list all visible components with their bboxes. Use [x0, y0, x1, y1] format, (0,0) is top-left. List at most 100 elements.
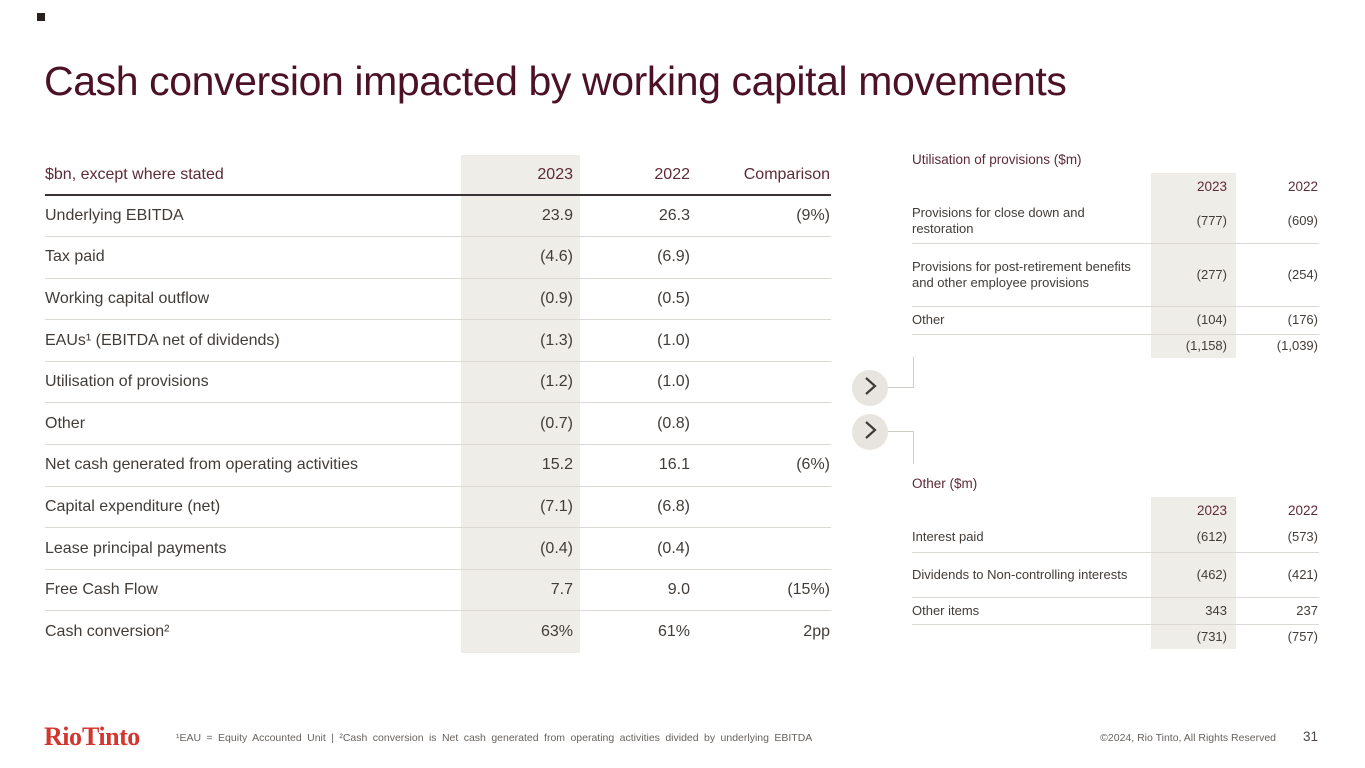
value-2022: 9.0 [667, 581, 690, 599]
provisions-table-header-row: 2023 2022 [912, 173, 1319, 199]
value-comparison: 2pp [803, 622, 830, 640]
value-2022: (1.0) [657, 331, 690, 349]
table-row: Working capital outflow (0.9) (0.5) [45, 278, 831, 320]
column-header-2022: 2022 [1287, 502, 1318, 518]
main-table-header-row: $bn, except where stated 2023 2022 Compa… [45, 155, 831, 195]
connector-line-provisions [913, 357, 914, 388]
value-2022: 26.3 [658, 207, 690, 225]
value-comparison [692, 403, 831, 445]
chevron-right-button-other [852, 414, 888, 450]
other-table-title: Other ($m) [912, 476, 978, 491]
row-label: Net cash generated from operating activi… [45, 456, 359, 474]
table-row: Other (104) (176) [912, 306, 1319, 334]
value-2022: (0.8) [657, 414, 690, 432]
total-label [912, 334, 1151, 358]
column-header-2022: 2022 [1287, 178, 1318, 194]
row-label: Dividends to Non-controlling interests [912, 566, 1128, 582]
table-row: Utilisation of provisions (1.2) (1.0) [45, 361, 831, 403]
value-2023: (0.4) [461, 527, 580, 570]
value-2022: 61% [657, 622, 690, 640]
total-label [912, 624, 1151, 649]
value-2023: (0.7) [461, 402, 580, 445]
chevron-right-button-provisions [852, 370, 888, 406]
value-2023: (104) [1151, 306, 1236, 334]
value-2023: (1.3) [461, 319, 580, 362]
value-comparison [692, 361, 831, 403]
table-row: Dividends to Non-controlling interests (4… [912, 552, 1319, 597]
total-2023: (1,158) [1151, 334, 1236, 358]
total-2023: (731) [1151, 624, 1236, 649]
row-label: Underlying EBITDA [45, 207, 184, 225]
total-2022: (1,039) [1276, 338, 1318, 354]
value-comparison [692, 528, 831, 570]
value-2022: 16.1 [658, 456, 690, 474]
table-row: Other items 343 237 [912, 597, 1319, 624]
row-label: Interest paid [912, 529, 984, 545]
value-2022: (176) [1287, 312, 1318, 327]
value-2023: 7.7 [461, 569, 580, 611]
row-label: Provisions for post-retirement benefits … [912, 258, 1131, 290]
total-2022: (757) [1287, 628, 1318, 644]
table-row: Cash conversion² 63% 61% 2pp [45, 610, 831, 653]
column-header-2022: 2022 [654, 165, 690, 183]
value-2023: 23.9 [461, 195, 580, 237]
table-row: Tax paid (4.6) (6.9) [45, 236, 831, 279]
value-comparison: (6%) [796, 456, 830, 474]
value-2022: 237 [1296, 602, 1318, 618]
value-2023: (4.6) [461, 236, 580, 279]
chevron-right-icon [862, 375, 878, 402]
value-2023: (777) [1151, 199, 1236, 243]
row-label: Other [45, 414, 86, 432]
row-label: Tax paid [45, 248, 105, 266]
value-2023: 343 [1151, 597, 1236, 624]
row-label: Provisions for close down and restoratio… [912, 204, 1085, 236]
row-label: EAUs¹ (EBITDA net of dividends) [45, 331, 280, 349]
main-cash-flow-table: $bn, except where stated 2023 2022 Compa… [45, 155, 831, 653]
provisions-table-title: Utilisation of provisions ($m) [912, 152, 1082, 167]
value-2022: (6.8) [657, 497, 690, 515]
column-header-comparison: Comparison [743, 165, 830, 183]
other-detail-panel: Other ($m) 2023 2022 Interest paid (612)(… [912, 476, 1319, 649]
value-2022: (1.0) [657, 373, 690, 391]
table-row: Provisions for close down and restoratio… [912, 199, 1319, 243]
row-label: Other items [912, 602, 980, 618]
row-label: Lease principal payments [45, 539, 227, 557]
value-2023: (1.2) [461, 361, 580, 403]
value-comparison [692, 278, 831, 320]
provisions-table: 2023 2022 Provisions for close down and … [912, 173, 1319, 358]
row-label: Utilisation of provisions [45, 373, 209, 391]
table-row: EAUs¹ (EBITDA net of dividends) (1.3) (1.0… [45, 319, 831, 362]
column-header-2023: 2023 [461, 155, 580, 195]
value-2022: (421) [1287, 566, 1318, 582]
value-2023: (277) [1151, 243, 1236, 306]
value-comparison: (9%) [796, 207, 830, 225]
column-header-units: $bn, except where stated [45, 165, 224, 183]
table-row: Free Cash Flow 7.7 9.0 (15%) [45, 569, 831, 611]
value-2022: (254) [1287, 266, 1318, 282]
table-row: Provisions for post-retirement benefits … [912, 243, 1319, 306]
value-2022: (609) [1287, 212, 1318, 228]
row-label: Capital expenditure (net) [45, 497, 221, 515]
table-row: Net cash generated from operating activi… [45, 444, 831, 487]
value-2023: (462) [1151, 552, 1236, 597]
value-2023: (0.9) [461, 278, 580, 320]
row-label: Other [912, 312, 945, 327]
connector-line-provisions [870, 387, 914, 388]
row-label: Working capital outflow [45, 289, 210, 307]
value-2022: (573) [1287, 529, 1318, 545]
column-header-2023: 2023 [1151, 173, 1236, 199]
table-row: Other (0.7) (0.8) [45, 402, 831, 445]
table-row: Capital expenditure (net) (7.1) (6.8) [45, 486, 831, 528]
value-2023: 63% [461, 610, 580, 653]
page-number: 31 [1303, 729, 1319, 744]
other-table-header-row: 2023 2022 [912, 497, 1319, 523]
table-row: Underlying EBITDA 23.9 26.3 (9%) [45, 195, 831, 237]
value-comparison [692, 237, 831, 279]
table-row: Interest paid (612) (573) [912, 523, 1319, 552]
row-label: Free Cash Flow [45, 581, 158, 599]
copyright-text: ©2024, Rio Tinto, All Rights Reserved [1100, 732, 1276, 744]
connector-line-other [870, 431, 914, 432]
value-comparison [692, 486, 831, 528]
value-2022: (6.9) [657, 248, 690, 266]
